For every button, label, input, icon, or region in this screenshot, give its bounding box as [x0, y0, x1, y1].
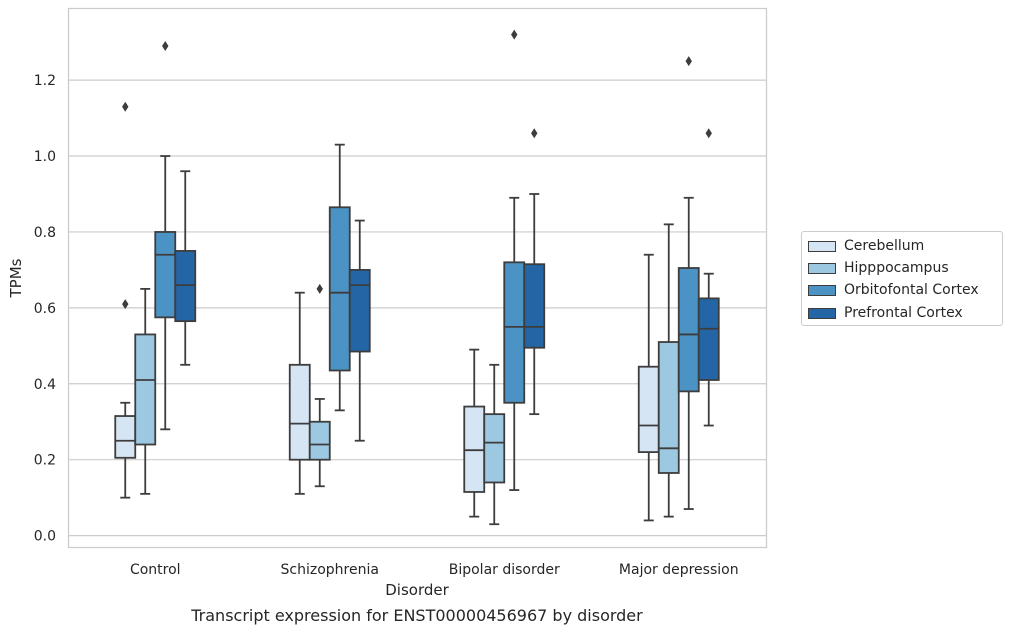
- box: [523, 128, 546, 416]
- iqr-box: [328, 206, 351, 372]
- iqr-box: [503, 261, 526, 404]
- outlier-point: [122, 299, 129, 310]
- legend: Cerebellum Hipppocampus Orbitofontal Cor…: [801, 231, 1003, 326]
- y-tick-label: 0.8: [34, 225, 56, 241]
- x-tick-label: Bipolar disorder: [449, 562, 560, 578]
- iqr-box: [308, 420, 331, 461]
- x-axis-ticks: Control Schizophrenia Bipolar disorder Majo…: [130, 562, 739, 578]
- iqr-box: [174, 250, 197, 323]
- x-tick-label: Major depression: [619, 562, 739, 578]
- legend-swatch: [808, 262, 836, 274]
- legend-swatch: [808, 240, 836, 252]
- y-tick-label: 1.0: [34, 149, 56, 165]
- legend-swatch: [808, 307, 836, 319]
- box: [174, 170, 197, 366]
- iqr-box: [288, 363, 311, 461]
- series-cerebellum: [114, 101, 660, 522]
- legend-label: Hipppocampus: [844, 260, 949, 276]
- box: [483, 363, 506, 526]
- iqr-box: [677, 267, 700, 393]
- outlier-point: [162, 40, 169, 51]
- iqr-box: [463, 405, 486, 493]
- box: [288, 291, 311, 495]
- x-axis-label: Disorder: [385, 581, 449, 599]
- x-tick-label: Schizophrenia: [281, 562, 379, 578]
- iqr-box: [657, 341, 680, 474]
- legend-item-hippocampus: Hipppocampus: [808, 259, 949, 277]
- figure-caption: Transcript expression for ENST0000045696…: [191, 606, 643, 625]
- outlier-point: [316, 283, 323, 294]
- box-plot-series: [114, 29, 720, 526]
- box: [328, 143, 351, 412]
- legend-label: Orbitofontal Cortex: [844, 282, 979, 298]
- x-tick-label: Control: [130, 562, 181, 578]
- iqr-box: [154, 231, 177, 319]
- box: [657, 223, 680, 518]
- iqr-box: [134, 333, 157, 446]
- outlier-point: [531, 128, 538, 139]
- y-tick-label: 0.2: [34, 453, 56, 469]
- iqr-box: [637, 365, 660, 454]
- outlier-point: [122, 101, 129, 112]
- series-hipppocampus: [134, 223, 680, 526]
- y-tick-label: 0.4: [34, 377, 56, 393]
- legend-item-prefrontal-cortex: Prefrontal Cortex: [808, 304, 963, 322]
- legend-label: Prefrontal Cortex: [844, 305, 963, 321]
- legend-swatch: [808, 284, 836, 296]
- box: [308, 283, 331, 488]
- box: [677, 56, 700, 510]
- box: [637, 253, 660, 522]
- iqr-box: [348, 269, 371, 353]
- y-tick-label: 0.0: [34, 529, 56, 545]
- box: [697, 128, 720, 427]
- box: [503, 29, 526, 491]
- outlier-point: [705, 128, 712, 139]
- legend-label: Cerebellum: [844, 238, 925, 254]
- outlier-point: [685, 56, 692, 67]
- iqr-box: [483, 413, 506, 484]
- iqr-box: [523, 263, 546, 349]
- box: [154, 40, 177, 431]
- outlier-point: [511, 29, 518, 40]
- y-tick-label: 1.2: [34, 73, 56, 89]
- legend-item-orbitofrontal-cortex: Orbitofontal Cortex: [808, 281, 979, 299]
- series-prefrontal-cortex: [174, 128, 720, 442]
- iqr-box: [114, 415, 137, 459]
- box: [348, 219, 371, 442]
- y-tick-label: 0.6: [34, 301, 56, 317]
- box: [114, 101, 137, 499]
- plot-frame: [67, 7, 768, 549]
- series-orbitofontal-cortex: [154, 29, 700, 510]
- box: [134, 287, 157, 495]
- legend-item-cerebellum: Cerebellum: [808, 237, 924, 255]
- y-axis-label: TPMs: [7, 258, 25, 298]
- y-axis-ticks: 0.0 0.2 0.4 0.6 0.8 1.0 1.2: [34, 73, 56, 544]
- iqr-box: [697, 297, 720, 381]
- box: [463, 348, 486, 518]
